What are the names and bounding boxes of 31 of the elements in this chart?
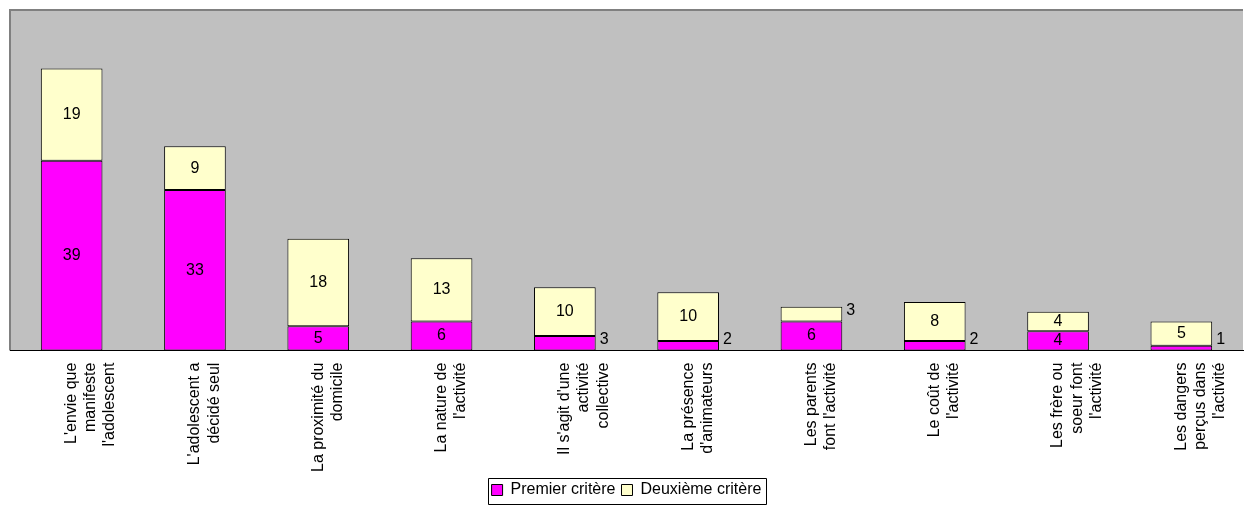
data-label: 5 (313, 328, 323, 346)
data-label: 8 (930, 311, 940, 329)
data-label: 6 (807, 326, 816, 344)
x-tick-label: L'adolescent a décidé seul (185, 362, 222, 466)
x-tick-label: Il s'agit d'une activité collective (555, 362, 611, 455)
data-label: 9 (190, 158, 200, 176)
data-label: 19 (62, 105, 81, 123)
data-label: 3 (599, 330, 609, 348)
data-label: 33 (186, 260, 204, 278)
data-label: 39 (62, 246, 81, 264)
data-label: 10 (555, 302, 574, 320)
x-tick-label: L'envie que manifeste l'adolescent (62, 362, 118, 447)
data-label: 1 (1216, 330, 1226, 348)
legend-label: Deuxième critère (640, 480, 762, 498)
data-label: 4 (1053, 331, 1063, 349)
data-label: 3 (846, 300, 856, 318)
x-tick-label: Le coût de l'activité (925, 362, 962, 438)
data-label: 2 (969, 330, 979, 348)
data-label: 13 (432, 280, 451, 298)
data-label: 2 (722, 330, 732, 348)
data-label: 5 (1176, 323, 1186, 341)
data-label: 4 (1053, 311, 1063, 329)
data-label: 10 (679, 306, 698, 324)
x-tick-label: Les dangers perçus dans l'activité (1171, 362, 1228, 451)
x-tick-label: Les parents font l'activité (801, 362, 839, 451)
x-tick-label: Les frère ou soeur font l'activité (1048, 362, 1104, 448)
x-tick-label: La nature de l'activité (431, 362, 469, 453)
legend-label: Premier critère (510, 480, 616, 498)
data-label: 6 (437, 326, 447, 344)
x-tick-label: La proximité du domicile (308, 362, 345, 472)
data-label: 18 (309, 272, 328, 290)
